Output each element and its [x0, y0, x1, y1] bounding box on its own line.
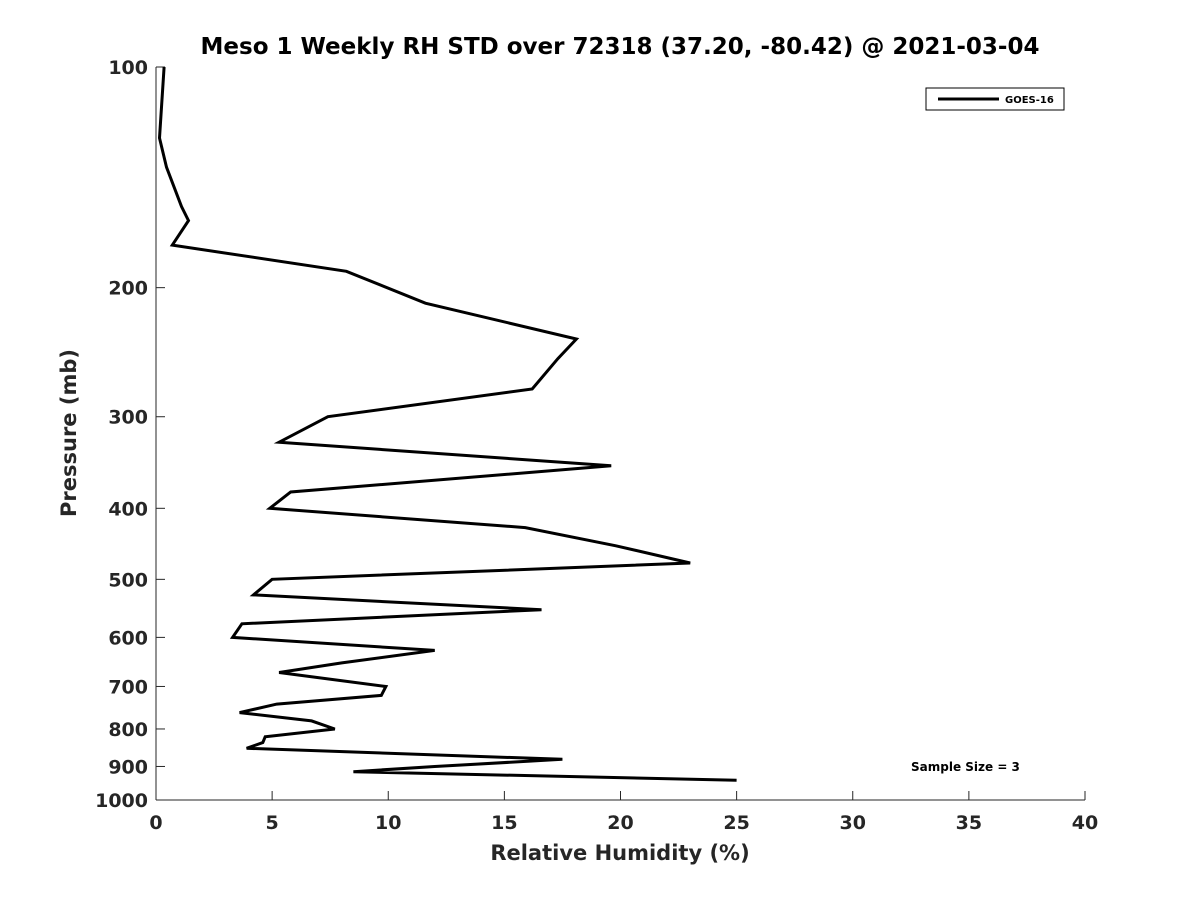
legend-label-goes-16: GOES-16 [1005, 95, 1054, 106]
chart-title: Meso 1 Weekly RH STD over 72318 (37.20, … [201, 34, 1040, 60]
y-tick-label: 100 [108, 57, 148, 79]
y-tick-label: 700 [108, 676, 148, 698]
sample-size-annotation: Sample Size = 3 [911, 760, 1020, 774]
x-tick-label: 20 [607, 812, 633, 834]
y-tick-label: 1000 [95, 790, 148, 812]
x-tick-label: 35 [956, 812, 982, 834]
series-line-goes-16 [157, 66, 737, 782]
x-tick-label: 30 [840, 812, 866, 834]
x-tick-label: 15 [491, 812, 517, 834]
y-tick-label: 200 [108, 278, 148, 300]
x-tick-label: 5 [266, 812, 279, 834]
y-tick-label: 600 [108, 627, 148, 649]
x-tick-label: 10 [375, 812, 401, 834]
y-tick-label: 300 [108, 407, 148, 429]
y-tick-label: 900 [108, 756, 148, 778]
x-axis-label: Relative Humidity (%) [490, 841, 749, 865]
y-tick-label: 500 [108, 569, 148, 591]
y-axis-label: Pressure (mb) [57, 349, 81, 517]
x-tick-label: 40 [1072, 812, 1098, 834]
y-tick-label: 400 [108, 498, 148, 520]
x-tick-label: 0 [149, 812, 162, 834]
legend: GOES-16 [925, 87, 1065, 111]
x-tick-label: 25 [723, 812, 749, 834]
plot-area: 0 5 10 15 20 25 30 35 40 100 200 300 400 500 600 700 800… [95, 57, 1098, 834]
y-tick-label: 800 [108, 719, 148, 741]
